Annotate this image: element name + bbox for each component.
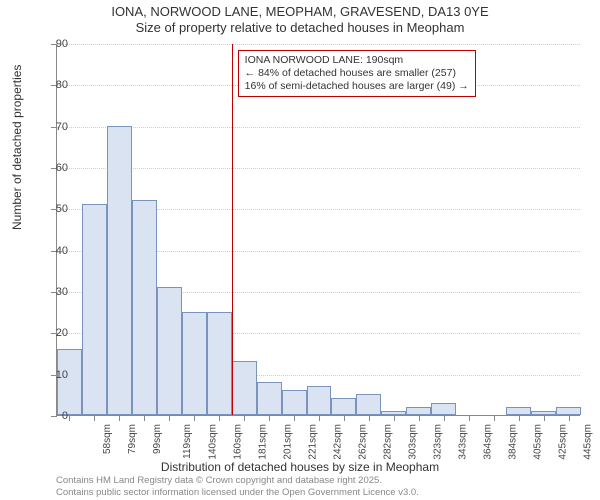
histogram-bar <box>257 382 282 415</box>
x-tick <box>419 415 420 421</box>
x-tick <box>94 415 95 421</box>
y-tick-label: 30 <box>56 286 68 298</box>
chart-title-block: IONA, NORWOOD LANE, MEOPHAM, GRAVESEND, … <box>0 4 600 37</box>
histogram-bar <box>232 361 257 415</box>
footer-line2: Contains public sector information licen… <box>56 487 419 498</box>
x-tick-label: 181sqm <box>258 424 269 460</box>
x-axis-label: Distribution of detached houses by size … <box>0 460 600 474</box>
y-tick-label: 90 <box>56 38 68 50</box>
chart-title-line2: Size of property relative to detached ho… <box>0 20 600 36</box>
x-tick-label: 364sqm <box>482 424 493 460</box>
histogram-bar <box>157 287 182 415</box>
marker-line <box>232 44 233 415</box>
x-tick-label: 242sqm <box>333 424 344 460</box>
x-tick <box>494 415 495 421</box>
y-tick-label: 60 <box>56 162 68 174</box>
x-tick-label: 58sqm <box>102 424 113 454</box>
x-tick <box>294 415 295 421</box>
histogram-chart: IONA, NORWOOD LANE, MEOPHAM, GRAVESEND, … <box>0 0 600 500</box>
annotation-line2: ← 84% of detached houses are smaller (25… <box>245 67 469 80</box>
x-tick <box>394 415 395 421</box>
x-tick <box>194 415 195 421</box>
x-tick <box>244 415 245 421</box>
x-tick-label: 384sqm <box>507 424 518 460</box>
chart-title-line1: IONA, NORWOOD LANE, MEOPHAM, GRAVESEND, … <box>0 4 600 20</box>
x-tick <box>344 415 345 421</box>
histogram-bar <box>556 407 581 415</box>
y-tick-label: 80 <box>56 79 68 91</box>
x-tick <box>469 415 470 421</box>
x-tick <box>519 415 520 421</box>
annotation-line1: IONA NORWOOD LANE: 190sqm <box>245 54 469 67</box>
histogram-bar <box>506 407 531 415</box>
histogram-bar <box>431 403 456 415</box>
annotation-box: IONA NORWOOD LANE: 190sqm ← 84% of detac… <box>238 50 476 97</box>
x-tick <box>269 415 270 421</box>
x-tick <box>144 415 145 421</box>
histogram-bar <box>356 394 381 415</box>
y-axis-label: Number of detached properties <box>10 65 24 230</box>
histogram-bar <box>207 312 232 415</box>
x-tick <box>444 415 445 421</box>
plot-area: IONA NORWOOD LANE: 190sqm ← 84% of detac… <box>56 44 580 416</box>
y-tick-label: 50 <box>56 203 68 215</box>
x-tick <box>319 415 320 421</box>
x-tick-label: 425sqm <box>557 424 568 460</box>
x-tick <box>544 415 545 421</box>
x-tick-label: 303sqm <box>407 424 418 460</box>
histogram-bar <box>307 386 332 415</box>
x-tick-label: 99sqm <box>152 424 163 454</box>
y-tick-label: 10 <box>56 369 68 381</box>
histogram-bar <box>82 204 107 415</box>
x-tick-label: 201sqm <box>283 424 294 460</box>
x-tick-label: 282sqm <box>383 424 394 460</box>
x-tick-label: 221sqm <box>308 424 319 460</box>
x-tick-label: 119sqm <box>182 424 193 459</box>
x-tick-label: 79sqm <box>127 424 138 454</box>
x-tick <box>569 415 570 421</box>
y-tick-label: 40 <box>56 245 68 257</box>
histogram-bar <box>132 200 157 415</box>
gridline-h <box>57 168 580 169</box>
x-tick-label: 262sqm <box>358 424 369 460</box>
y-tick-label: 20 <box>56 327 68 339</box>
x-tick <box>369 415 370 421</box>
x-tick-label: 140sqm <box>208 424 219 460</box>
histogram-bar <box>331 398 356 415</box>
gridline-h <box>57 44 580 45</box>
x-tick <box>169 415 170 421</box>
x-tick-label: 405sqm <box>532 424 543 460</box>
histogram-bar <box>57 349 82 415</box>
y-tick-label: 70 <box>56 121 68 133</box>
histogram-bar <box>182 312 207 415</box>
chart-footer: Contains HM Land Registry data © Crown c… <box>56 475 419 498</box>
histogram-bar <box>406 407 431 415</box>
footer-line1: Contains HM Land Registry data © Crown c… <box>56 475 419 486</box>
histogram-bar <box>107 126 132 415</box>
y-tick-label: 0 <box>62 410 68 422</box>
x-tick <box>219 415 220 421</box>
annotation-line3: 16% of semi-detached houses are larger (… <box>245 80 469 93</box>
x-tick-label: 445sqm <box>582 424 593 460</box>
x-tick-label: 323sqm <box>432 424 443 460</box>
y-tick <box>51 416 57 417</box>
x-tick-label: 160sqm <box>233 424 244 460</box>
histogram-bar <box>282 390 307 415</box>
x-tick <box>69 415 70 421</box>
gridline-h <box>57 127 580 128</box>
x-tick <box>119 415 120 421</box>
x-tick-label: 343sqm <box>457 424 468 460</box>
